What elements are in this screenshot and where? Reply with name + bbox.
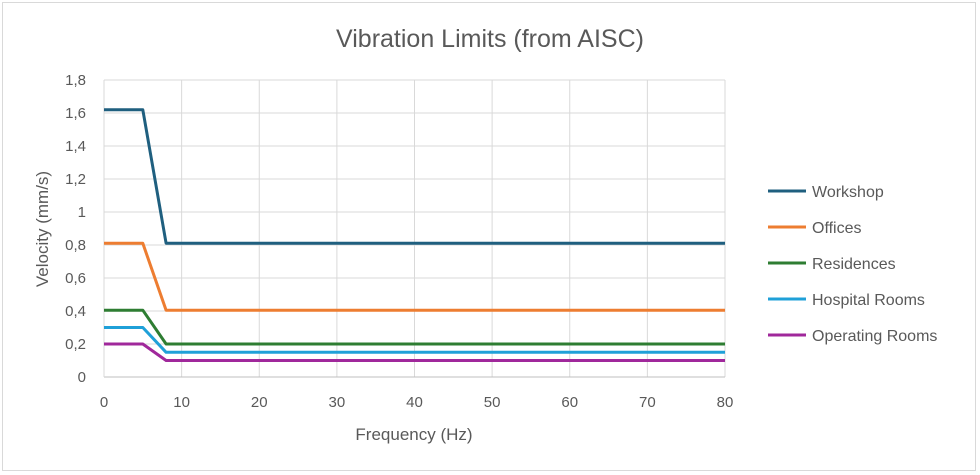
x-tick-label: 0 (100, 394, 108, 411)
x-tick-label: 50 (484, 394, 501, 411)
y-axis-title: Velocity (mm/s) (33, 171, 52, 287)
legend-label: Hospital Rooms (812, 292, 925, 309)
legend-label: Workshop (812, 184, 884, 201)
y-tick-label: 1 (78, 204, 86, 221)
y-tick-label: 1,4 (65, 138, 86, 155)
grid (103, 79, 726, 378)
legend-label: Operating Rooms (812, 328, 937, 345)
x-axis-ticks: 0 10 20 30 40 50 60 70 80 (100, 394, 734, 411)
series-line-residences (104, 308, 725, 346)
series-lines (104, 108, 725, 362)
x-axis-title: Frequency (Hz) (355, 425, 472, 444)
x-tick-label: 30 (329, 394, 346, 411)
y-tick-label: 0,4 (65, 303, 86, 320)
y-tick-label: 0 (78, 369, 86, 386)
y-axis-ticks: 0 0,2 0,4 0,6 0,8 1 1,2 1,4 1,6 1,8 (65, 72, 86, 386)
x-tick-label: 60 (561, 394, 578, 411)
series-line-operating-rooms (104, 342, 725, 362)
series-line-hospital-rooms (104, 326, 725, 354)
x-tick-label: 80 (717, 394, 734, 411)
series-line-workshop (104, 108, 725, 245)
series-line-offices (104, 241, 725, 312)
y-tick-label: 1,8 (65, 72, 86, 89)
y-tick-label: 1,6 (65, 105, 86, 122)
legend: Workshop Offices Residences Hospital Rooms O… (768, 184, 937, 345)
y-tick-label: 0,8 (65, 237, 86, 254)
y-tick-label: 1,2 (65, 171, 86, 188)
x-tick-label: 40 (406, 394, 423, 411)
chart-title: Vibration Limits (from AISC) (336, 25, 644, 53)
legend-label: Offices (812, 220, 862, 237)
x-tick-label: 70 (639, 394, 656, 411)
x-tick-label: 20 (251, 394, 268, 411)
y-tick-label: 0,6 (65, 270, 86, 287)
x-tick-label: 10 (173, 394, 190, 411)
legend-label: Residences (812, 256, 896, 273)
y-tick-label: 0,2 (65, 336, 86, 353)
